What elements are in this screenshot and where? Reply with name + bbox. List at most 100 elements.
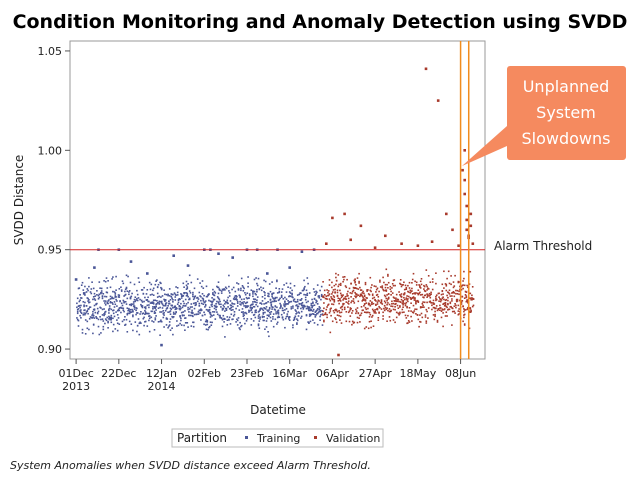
data-point-training	[135, 313, 137, 316]
data-point-validation	[427, 295, 429, 297]
data-point-training	[82, 289, 85, 291]
data-point-training	[110, 321, 113, 324]
data-point-training	[103, 314, 105, 317]
data-point-training	[237, 288, 240, 290]
y-tick-label: 0.90	[38, 343, 63, 356]
data-point-training	[94, 295, 97, 297]
y-tick-label: 1.05	[38, 45, 63, 58]
data-point-training	[164, 304, 167, 306]
data-point-training	[120, 289, 123, 291]
data-point-training	[226, 301, 229, 304]
data-point-training	[255, 311, 257, 314]
data-point-validation	[370, 320, 372, 322]
data-point-training	[228, 316, 231, 319]
data-point-validation	[339, 284, 342, 286]
data-point-validation	[429, 281, 432, 283]
data-point-training	[246, 301, 249, 304]
data-point-training	[153, 306, 156, 308]
data-point-validation	[463, 284, 466, 287]
data-point-validation	[381, 285, 384, 287]
data-point-training	[184, 317, 187, 319]
data-point-validation	[390, 305, 392, 307]
data-point-validation	[368, 311, 371, 314]
data-point-training	[135, 309, 137, 312]
data-point-training	[91, 281, 93, 283]
data-point-validation	[419, 286, 421, 288]
data-point-training	[132, 329, 134, 332]
data-point-validation	[401, 302, 404, 305]
data-point-training	[186, 322, 189, 324]
data-point-training	[126, 307, 129, 309]
data-point-validation	[440, 299, 443, 301]
data-point-training	[97, 318, 100, 321]
data-point-training	[161, 307, 164, 309]
data-point-validation	[394, 308, 396, 311]
data-point-training	[136, 324, 139, 327]
data-point-validation	[341, 305, 344, 308]
data-point-training	[282, 318, 285, 321]
data-point-training	[184, 310, 186, 312]
data-point-validation	[442, 325, 444, 328]
data-point-validation	[364, 281, 367, 284]
data-point-training	[191, 306, 193, 308]
data-point-training	[163, 326, 165, 328]
data-point-validation	[387, 275, 389, 277]
data-point-training	[157, 307, 160, 309]
data-point-validation	[440, 310, 443, 312]
data-point-training	[201, 280, 204, 282]
data-point-training	[131, 292, 133, 295]
data-point-validation	[416, 314, 419, 316]
data-point-training	[229, 300, 232, 302]
data-point-validation	[335, 308, 337, 311]
data-point-validation	[378, 290, 380, 293]
callout-box	[507, 66, 626, 160]
data-point-training	[239, 295, 241, 298]
data-point-training	[213, 307, 216, 310]
data-point-training	[97, 298, 100, 300]
data-point-training	[247, 305, 249, 307]
data-point-training	[236, 319, 239, 322]
data-point-training	[142, 312, 145, 314]
data-point-validation	[377, 317, 380, 319]
data-point-training	[296, 307, 299, 310]
data-point-validation	[331, 303, 333, 305]
data-point-validation	[464, 294, 467, 296]
data-point-training	[316, 284, 319, 286]
data-point-validation	[397, 307, 400, 309]
data-point-training	[305, 307, 308, 310]
footnote: System Anomalies when SVDD distance exce…	[10, 459, 371, 472]
data-point-training	[290, 308, 293, 310]
data-point-validation	[331, 291, 334, 293]
data-point-training	[132, 303, 135, 305]
data-point-validation	[388, 316, 391, 318]
data-point-training	[165, 302, 168, 304]
data-point-training	[264, 294, 266, 296]
data-point-training	[192, 325, 195, 328]
data-point-training	[121, 304, 124, 307]
data-point-validation	[435, 299, 437, 302]
data-point-validation	[431, 304, 433, 307]
data-point-training	[120, 307, 123, 309]
data-point-validation	[438, 292, 440, 295]
data-point-training	[136, 293, 139, 296]
x-tick-year-label: 2013	[62, 380, 90, 393]
data-point-training	[207, 309, 209, 311]
data-point-validation	[405, 301, 408, 304]
data-point-validation	[447, 292, 450, 294]
data-point-validation	[434, 307, 436, 310]
data-point-training	[316, 291, 318, 294]
data-point-validation	[345, 311, 348, 313]
data-point-training	[181, 314, 184, 317]
data-point-training	[305, 314, 308, 317]
legend-label-training: Training	[256, 432, 300, 445]
data-point-validation	[341, 295, 344, 297]
data-point-training	[244, 306, 247, 309]
data-point-training	[107, 302, 109, 305]
data-point-training	[176, 307, 178, 310]
data-point-training	[237, 289, 240, 291]
data-point-validation	[380, 308, 383, 310]
data-point-validation	[417, 301, 420, 303]
data-point-training	[84, 309, 86, 311]
data-point-training	[159, 320, 161, 323]
data-point-training	[261, 308, 264, 310]
